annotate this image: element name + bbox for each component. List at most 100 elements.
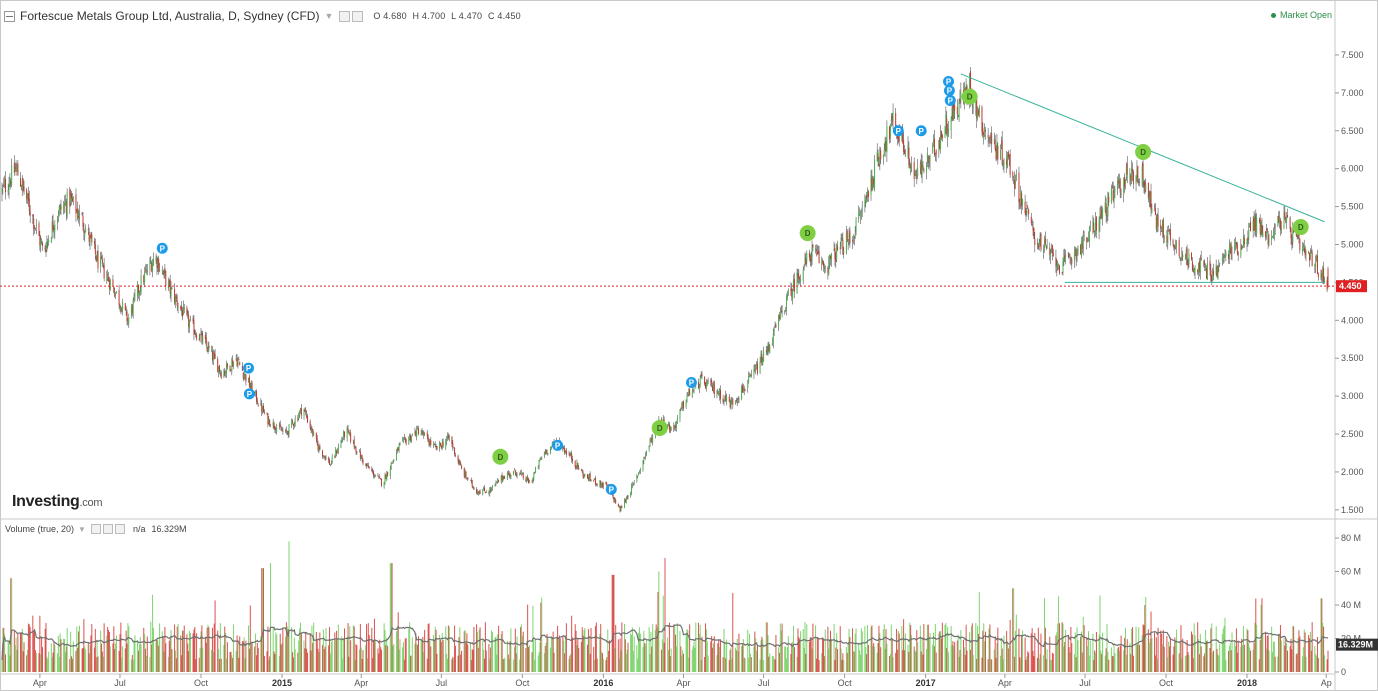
candle-body bbox=[45, 249, 47, 252]
candle-body bbox=[785, 309, 787, 312]
candle-body bbox=[1089, 225, 1091, 229]
volume-bar bbox=[174, 624, 176, 672]
remove-button[interactable] bbox=[352, 10, 364, 22]
candle-body bbox=[1168, 229, 1170, 232]
chevron-down-icon[interactable]: ▼ bbox=[78, 524, 86, 534]
candle-body bbox=[255, 390, 257, 402]
candle-body bbox=[510, 474, 512, 478]
candle-body bbox=[1240, 246, 1242, 256]
volume-bar bbox=[1049, 636, 1051, 672]
symbol-title[interactable]: Fortescue Metals Group Ltd, Australia, D… bbox=[20, 9, 320, 23]
chevron-down-icon[interactable]: ▼ bbox=[324, 11, 334, 21]
candle-body bbox=[688, 389, 690, 395]
candle-body bbox=[169, 279, 171, 294]
volume-bar bbox=[657, 591, 659, 672]
volume-bar bbox=[208, 627, 210, 672]
candle-body bbox=[584, 473, 586, 476]
volume-bar bbox=[642, 647, 644, 672]
volume-bar bbox=[392, 645, 394, 672]
candle-body bbox=[1255, 217, 1257, 233]
settings-button[interactable] bbox=[339, 10, 351, 22]
candle-body bbox=[697, 381, 699, 389]
volume-bar bbox=[649, 654, 651, 672]
candle-body bbox=[791, 288, 793, 298]
volume-visibility-button[interactable] bbox=[102, 524, 113, 534]
volume-bar bbox=[115, 635, 117, 672]
candle-body bbox=[617, 503, 619, 507]
volume-bar bbox=[488, 643, 490, 672]
candle-body bbox=[969, 74, 971, 100]
volume-remove-button[interactable] bbox=[114, 524, 125, 534]
candle-body bbox=[674, 425, 676, 429]
candle-body bbox=[299, 408, 301, 412]
candle-body bbox=[1151, 208, 1153, 212]
candle-body bbox=[457, 455, 459, 461]
candle-body bbox=[879, 150, 881, 165]
volume-bar bbox=[1309, 638, 1311, 672]
volume-bar bbox=[1009, 619, 1011, 672]
candle-body bbox=[847, 240, 849, 243]
volume-bar bbox=[63, 638, 65, 672]
volume-bar bbox=[989, 624, 991, 672]
candle-body bbox=[620, 506, 622, 512]
candle-body bbox=[840, 238, 842, 247]
candle-body bbox=[772, 332, 774, 345]
candle-body bbox=[273, 422, 275, 428]
candle-body bbox=[218, 365, 220, 372]
volume-bar bbox=[1301, 656, 1303, 672]
candle-body bbox=[849, 230, 851, 244]
volume-bar bbox=[489, 659, 491, 672]
candle-body bbox=[670, 427, 672, 431]
volume-bar bbox=[39, 615, 41, 672]
volume-bar bbox=[1043, 655, 1045, 672]
volume-bar bbox=[1080, 636, 1082, 672]
volume-bar bbox=[451, 659, 453, 672]
volume-bar bbox=[772, 656, 774, 672]
volume-bar bbox=[582, 635, 584, 672]
candle-body bbox=[749, 374, 751, 377]
volume-bar bbox=[45, 623, 47, 672]
volume-bar bbox=[1027, 651, 1029, 672]
volume-bar bbox=[1039, 654, 1041, 672]
volume-bar bbox=[1019, 657, 1021, 672]
candle-body bbox=[113, 286, 115, 293]
candle-body bbox=[1194, 267, 1196, 272]
time-tick-label: Apr bbox=[33, 678, 47, 688]
volume-bar bbox=[293, 637, 295, 672]
volume-bar bbox=[325, 627, 327, 672]
volume-bar bbox=[557, 625, 559, 672]
volume-bar bbox=[426, 658, 428, 672]
volume-bar bbox=[85, 649, 87, 672]
candle-body bbox=[361, 455, 363, 460]
collapse-pane-button[interactable] bbox=[4, 10, 15, 22]
volume-bar bbox=[528, 647, 530, 672]
candle-body bbox=[843, 251, 845, 253]
candle-body bbox=[865, 197, 867, 202]
volume-bar bbox=[196, 633, 198, 672]
candle-body bbox=[1002, 165, 1004, 167]
price-tick-label: 6.000 bbox=[1341, 164, 1364, 174]
volume-bar bbox=[482, 640, 484, 672]
volume-bar bbox=[292, 657, 294, 672]
volume-bar bbox=[594, 626, 596, 672]
candle-body bbox=[476, 489, 478, 494]
volume-title[interactable]: Volume (true, 20) bbox=[5, 524, 75, 534]
volume-bar bbox=[354, 659, 356, 672]
volume-bar bbox=[410, 655, 412, 672]
volume-bar bbox=[198, 657, 200, 672]
candle-body bbox=[300, 407, 302, 416]
volume-bar bbox=[615, 624, 617, 672]
volume-bar bbox=[288, 541, 290, 672]
volume-bar bbox=[978, 592, 980, 672]
volume-bar bbox=[306, 648, 308, 672]
candle-body bbox=[127, 320, 129, 322]
volume-bar bbox=[366, 658, 368, 672]
candle-body bbox=[749, 375, 751, 378]
volume-settings-button[interactable] bbox=[90, 524, 101, 534]
candle-body bbox=[298, 415, 300, 419]
volume-bar bbox=[205, 642, 207, 672]
candle-body bbox=[809, 255, 811, 260]
volume-bar bbox=[570, 653, 572, 672]
candle-body bbox=[1130, 175, 1132, 181]
